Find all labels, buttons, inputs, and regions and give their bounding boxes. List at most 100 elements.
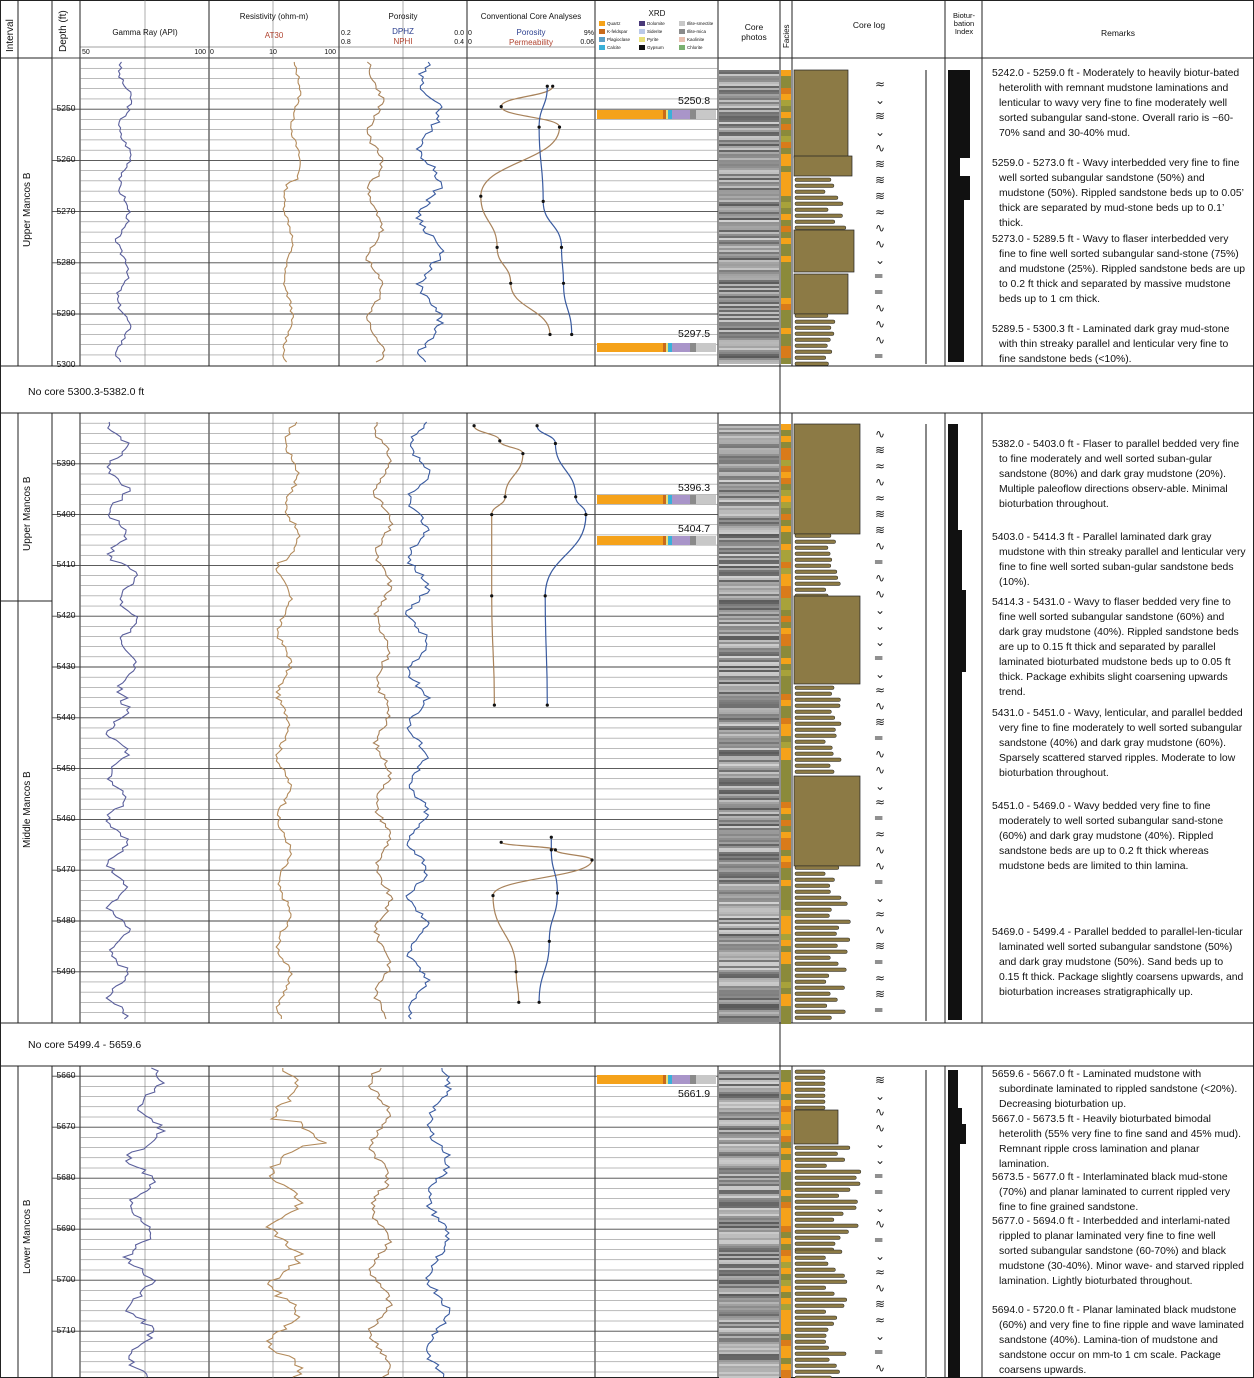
- core-photo-stripe: [719, 306, 779, 308]
- core-photo-stripe: [719, 1164, 779, 1166]
- core-photo-stripe: [719, 1006, 779, 1008]
- sand-bed: [794, 1357, 830, 1362]
- facies-bed: [781, 808, 791, 814]
- depth-label: 5700: [56, 1274, 76, 1285]
- porosity-right-1: 0.0: [454, 30, 464, 37]
- structure-symbol: ∿: [875, 1217, 885, 1231]
- core-photo-stripe: [719, 450, 779, 452]
- structure-symbol: ═: [874, 555, 883, 569]
- structure-symbol: ⌄: [875, 1201, 885, 1215]
- xrd-legend-swatch: [639, 29, 645, 35]
- facies-bed: [781, 994, 791, 1000]
- core-photo-stripe: [719, 588, 779, 590]
- sand-bed: [794, 919, 851, 924]
- core-photo-stripe: [719, 186, 779, 188]
- core-photo-stripe: [719, 516, 779, 518]
- xrd-legend-item: K-feldspar: [599, 28, 628, 35]
- xrd-bar: [668, 343, 672, 352]
- core-photo-stripe: [719, 1238, 779, 1240]
- core-photo-stripe: [719, 852, 779, 854]
- core-photo-stripe: [719, 478, 779, 480]
- facies-bed: [781, 1250, 791, 1256]
- facies-bed: [781, 1088, 791, 1094]
- core-photo-stripe: [719, 332, 779, 334]
- core-photo-stripe: [719, 468, 779, 470]
- facies-bed: [781, 1148, 791, 1154]
- sand-bed: [794, 539, 836, 544]
- facies-bed: [781, 316, 791, 322]
- xrd-legend-item: Dolomite: [639, 20, 665, 27]
- sand-bed: [794, 889, 831, 894]
- core-photo-stripe: [719, 236, 779, 238]
- remark-5667: 5667.0 - 5673.5 ft - Heavily bioturbated…: [992, 1114, 1242, 1170]
- core-photo-stripe: [719, 454, 779, 456]
- core-photo-stripe: [719, 160, 779, 162]
- core-permeability-curve-point: [574, 495, 578, 499]
- core-photo-stripe: [719, 1316, 779, 1318]
- core-photo-stripe: [719, 550, 779, 552]
- core-photo-stripe: [719, 534, 779, 536]
- core-porosity-curve-point: [490, 594, 494, 598]
- structure-symbol: ≋: [875, 715, 885, 729]
- core-photo-stripe: [719, 1276, 779, 1278]
- sand-bed: [794, 757, 842, 762]
- xrd-legend-item: Illite-mica: [679, 28, 706, 35]
- facies-bed: [781, 1178, 791, 1184]
- facies-bed: [781, 1130, 791, 1136]
- core-photo-stripe: [719, 1298, 779, 1300]
- facies-bed: [781, 592, 791, 598]
- core-photo-stripe: [719, 480, 779, 482]
- sand-bed: [794, 1087, 826, 1092]
- structure-symbol: ∿: [875, 699, 885, 713]
- xrd-bar: [690, 110, 696, 119]
- facies-bed: [781, 844, 791, 850]
- facies-bed: [781, 124, 791, 130]
- core-photo-stripe: [719, 1248, 779, 1250]
- facies-bed: [781, 184, 791, 190]
- facies-bed: [781, 604, 791, 610]
- core-photo-stripe: [719, 750, 779, 752]
- core-left: 0: [468, 30, 472, 37]
- core-photo-stripe: [719, 1134, 779, 1136]
- depth-label: 5660: [56, 1070, 76, 1081]
- sand-bed: [794, 189, 826, 194]
- core-photo-stripe: [719, 904, 779, 906]
- core-photo-stripe: [719, 510, 779, 512]
- core-photo-stripe: [719, 804, 779, 806]
- facies-bed: [781, 430, 791, 436]
- core-photo-stripe: [719, 462, 779, 464]
- core-photo-stripe: [719, 448, 779, 450]
- core-photo-stripe: [719, 1282, 779, 1284]
- xrd-bar: [672, 343, 690, 352]
- structure-symbol: ∿: [875, 539, 885, 553]
- core-photo-stripe: [719, 96, 779, 98]
- core-photo-stripe: [719, 1144, 779, 1146]
- core-photo-stripe: [719, 712, 779, 714]
- interval-label-upper-mancos-b-1: Upper Mancos B: [22, 172, 33, 247]
- core-permeability-curve-point: [537, 125, 541, 129]
- core-photo-stripe: [719, 946, 779, 948]
- structure-symbol: ≋: [875, 189, 885, 203]
- xrd-legend-item: Siderite: [639, 28, 662, 35]
- core-photo-stripe: [719, 604, 779, 606]
- core-photo-stripe: [719, 1190, 779, 1192]
- facies-bed: [781, 94, 791, 100]
- xrd-bar: [666, 1075, 668, 1084]
- xrd-bar: [597, 343, 663, 352]
- depth-label: 5440: [56, 711, 76, 722]
- facies-bed: [781, 898, 791, 904]
- core-photo-stripe: [719, 726, 779, 728]
- core-photo-stripe: [719, 212, 779, 214]
- core-photo-stripe: [719, 228, 779, 230]
- core-photo-stripe: [719, 916, 779, 918]
- sand-bed: [794, 575, 839, 580]
- core-photo-stripe: [719, 968, 779, 970]
- core-photo-stripe: [719, 1118, 779, 1120]
- sand-bed: [794, 697, 841, 702]
- core-porosity-curve-point: [492, 703, 496, 707]
- core-photo-stripe: [719, 590, 779, 592]
- core-photo-stripe: [719, 548, 779, 550]
- core-photo-stripe: [719, 1262, 779, 1264]
- facies-bed: [781, 688, 791, 694]
